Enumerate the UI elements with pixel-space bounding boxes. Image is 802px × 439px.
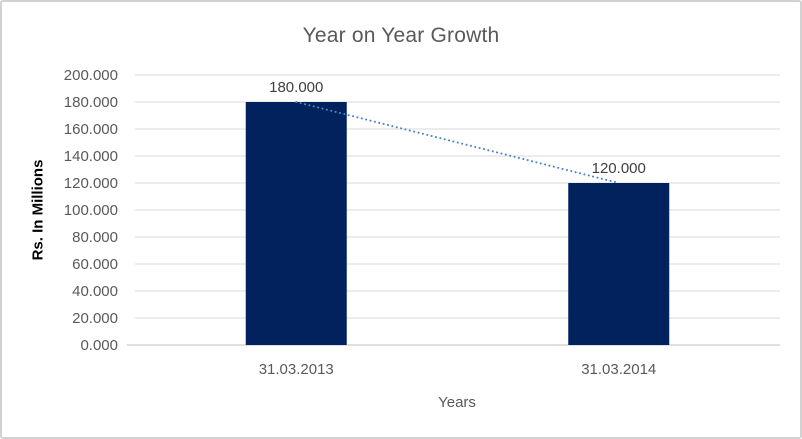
y-axis-title: Rs. In Millions <box>29 159 47 261</box>
category-label: 31.03.2013 <box>259 361 334 378</box>
y-tick-label: 180.000 <box>64 94 118 111</box>
data-label: 180.000 <box>269 79 323 96</box>
bar <box>245 102 347 345</box>
y-tick-label: 100.000 <box>64 202 118 219</box>
y-tick-label: 40.000 <box>72 283 118 300</box>
bar <box>568 183 670 345</box>
y-tick-label: 80.000 <box>72 229 118 246</box>
x-axis-title: Years <box>438 394 476 411</box>
y-tick-label: 0.000 <box>80 337 118 354</box>
y-tick-label: 160.000 <box>64 121 118 138</box>
y-tick-label: 140.000 <box>64 148 118 165</box>
category-label: 31.03.2014 <box>581 361 656 378</box>
chart-title: Year on Year Growth <box>302 24 500 47</box>
y-tick-label: 20.000 <box>72 310 118 327</box>
y-tick-label: 60.000 <box>72 256 118 273</box>
trendline <box>295 101 620 184</box>
data-label: 120.000 <box>592 160 646 177</box>
y-tick-label: 200.000 <box>64 67 118 84</box>
y-tick-label: 120.000 <box>64 175 118 192</box>
